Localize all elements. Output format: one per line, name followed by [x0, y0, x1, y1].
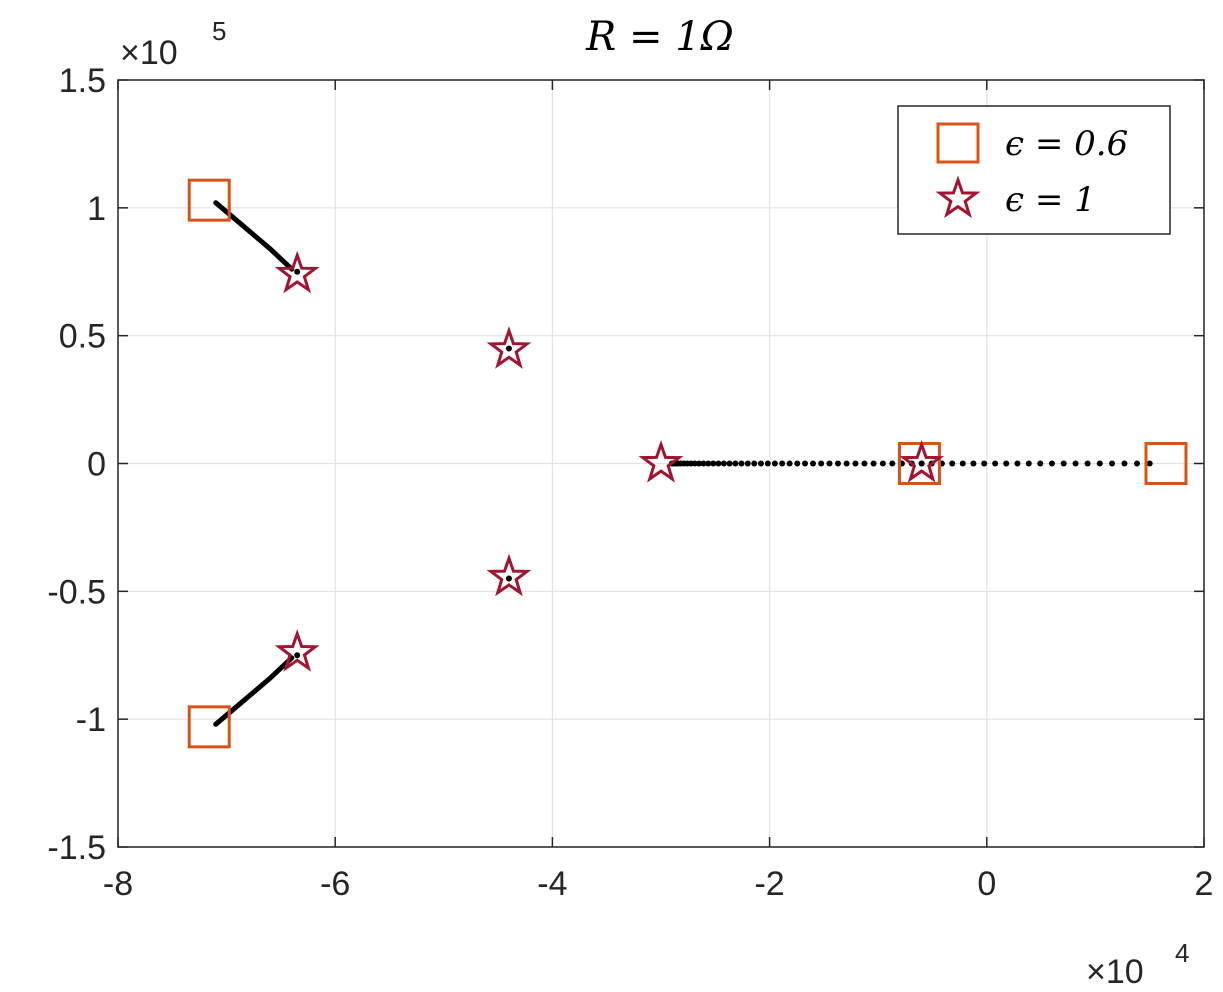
- locus-dot: [505, 575, 512, 582]
- locus-dot: [720, 460, 727, 467]
- locus-dot: [738, 460, 745, 467]
- locus-dot: [1134, 460, 1141, 467]
- locus-curve: [213, 200, 295, 272]
- locus-dot: [1014, 460, 1021, 467]
- y-tick-label: 0.5: [59, 318, 106, 356]
- y-tick-label: 0: [87, 446, 106, 484]
- legend-star-marker: [935, 175, 981, 219]
- x-tick-label: 2: [1195, 865, 1214, 903]
- locus-dot: [802, 460, 809, 467]
- marker-star-eps-1: [274, 629, 320, 672]
- locus-dot: [834, 460, 841, 467]
- locus-dot: [981, 460, 988, 467]
- marker-star-eps-1: [274, 250, 320, 294]
- locus-dot: [794, 460, 801, 467]
- marker-square-eps-0-6: [187, 178, 231, 222]
- marker-square-eps-0-6: [1144, 442, 1188, 485]
- legend-square-marker: [936, 122, 980, 164]
- y-tick-label: -1: [76, 701, 106, 739]
- locus-dot: [861, 460, 868, 467]
- y-tick-label: -1.5: [47, 829, 106, 867]
- locus-dot: [959, 460, 966, 467]
- locus-dot: [691, 460, 698, 467]
- y-tick-label: -0.5: [47, 573, 106, 611]
- x-tick-label: -6: [320, 865, 350, 903]
- locus-dot: [852, 460, 859, 467]
- marker-star-eps-1: [899, 439, 945, 483]
- x-axis-multiplier: ×10 4: [1086, 938, 1189, 991]
- locus-dot: [715, 460, 722, 467]
- locus-dot: [1121, 460, 1128, 467]
- locus-dot: [949, 460, 956, 467]
- y-axis: -1.5 -1 -0.5 0 0.5 1 1.5: [47, 62, 1204, 867]
- locus-dot: [879, 460, 886, 467]
- locus-dot: [889, 460, 896, 467]
- marker-star-eps-1: [486, 326, 532, 369]
- x-tick-label: 0: [977, 865, 996, 903]
- locus-dot: [751, 460, 758, 467]
- marker-square-eps-0-6: [187, 705, 231, 749]
- legend-star-shape: [935, 175, 981, 219]
- locus-dot: [992, 460, 999, 467]
- y-multiplier-base: ×10: [120, 34, 178, 72]
- x-tick-label: -4: [537, 865, 567, 903]
- locus-dot: [294, 652, 301, 659]
- markers: [187, 178, 1188, 749]
- legend: ϵ = 0.6 ϵ = 1: [897, 105, 1171, 235]
- locus-dot: [1048, 460, 1055, 467]
- locus-dot: [918, 460, 925, 467]
- locus-dot: [779, 460, 786, 467]
- locus-dot: [1109, 460, 1116, 467]
- locus-curve: [213, 655, 295, 727]
- marker-star-eps-1: [486, 553, 532, 597]
- x-multiplier-exponent: 4: [1175, 938, 1189, 968]
- locus-dot: [771, 460, 778, 467]
- locus-dot: [1146, 460, 1153, 467]
- locus-dot: [786, 460, 793, 467]
- legend-label-eps-1: ϵ = 1: [1005, 180, 1096, 220]
- locus-dot: [1025, 460, 1032, 467]
- chart-title: R = 1Ω: [585, 14, 734, 60]
- y-multiplier-exponent: 5: [212, 16, 226, 46]
- locus-dot: [710, 460, 717, 467]
- marker-star-eps-1: [638, 439, 684, 483]
- locus-dot: [757, 460, 764, 467]
- locus-dot: [843, 460, 850, 467]
- locus-dot: [505, 345, 512, 352]
- locus-dot: [294, 268, 301, 275]
- locus-dot: [1084, 460, 1091, 467]
- locus-dot: [1037, 460, 1044, 467]
- locus-dot: [870, 460, 877, 467]
- locus-dot: [696, 460, 703, 467]
- y-tick-label: 1.5: [59, 62, 106, 100]
- y-axis-multiplier: ×10 5: [120, 16, 226, 72]
- locus-dot: [1003, 460, 1010, 467]
- locus-dot: [826, 460, 833, 467]
- locus-dot: [732, 460, 739, 467]
- x-multiplier-base: ×10: [1086, 953, 1144, 991]
- locus-dot: [1096, 460, 1103, 467]
- locus-dot: [970, 460, 977, 467]
- legend-box: [897, 105, 1171, 235]
- locus-dot: [700, 460, 707, 467]
- locus-dot: [1072, 460, 1079, 467]
- x-tick-label: -2: [754, 865, 784, 903]
- locus-dot: [726, 460, 733, 467]
- locus-dot: [744, 460, 751, 467]
- x-tick-label: -8: [103, 865, 133, 903]
- locus-dot: [705, 460, 712, 467]
- locus-dot: [810, 460, 817, 467]
- y-tick-label: 1: [87, 190, 106, 228]
- x-axis: -8 -6 -4 -2 0 2: [103, 80, 1214, 903]
- locus-dot: [764, 460, 771, 467]
- legend-label-eps-0-6: ϵ = 0.6: [1005, 124, 1128, 164]
- marker-square-eps-0-6: [897, 442, 941, 485]
- locus-dot: [818, 460, 825, 467]
- locus-dot: [1060, 460, 1067, 467]
